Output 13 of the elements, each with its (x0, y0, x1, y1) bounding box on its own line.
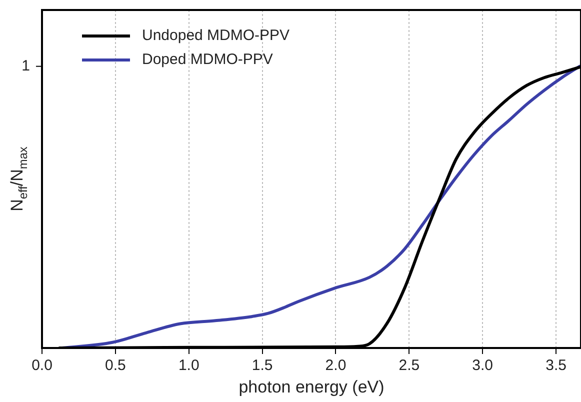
x-tick-label: 3.0 (472, 357, 494, 374)
x-tick-label: 0.0 (32, 357, 52, 374)
x-tick-label: 1.5 (252, 357, 273, 374)
x-tick-label: 1.0 (178, 357, 200, 374)
x-tick-label: 2.0 (325, 357, 346, 374)
x-tick-label: 2.5 (398, 357, 420, 374)
text: 1 (22, 57, 30, 74)
x-axis-title: photon energy (eV) (238, 378, 384, 397)
legend-label: Doped MDMO-PPV (142, 51, 273, 68)
x-tick-label: 3.5 (546, 357, 566, 374)
legend-label: Undoped MDMO-PPV (142, 27, 290, 44)
y-axis-title: Neff/Nmax (8, 146, 30, 212)
x-tick-label: 0.5 (105, 357, 126, 374)
